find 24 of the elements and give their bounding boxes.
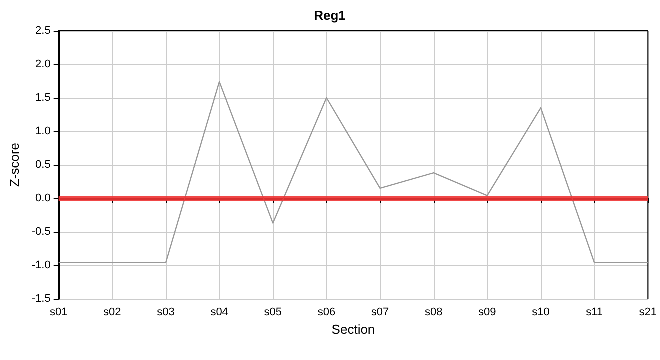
x-tick-label: s07 xyxy=(371,306,390,318)
y-tick-label: 0.5 xyxy=(36,159,51,171)
x-tick-label: s03 xyxy=(157,306,175,318)
y-tick-label: 1.5 xyxy=(36,92,51,104)
x-tick-label: s02 xyxy=(104,306,122,318)
y-tick-label: 2.5 xyxy=(36,25,51,37)
y-tick-label: -1.5 xyxy=(32,293,51,305)
y-tick-label: 2.0 xyxy=(36,58,51,70)
x-tick-label: s04 xyxy=(210,306,228,318)
y-tick-label: -0.5 xyxy=(32,226,51,238)
x-tick-label: s21 xyxy=(639,306,658,318)
x-axis-title: Section xyxy=(332,322,376,337)
y-axis-title: Z-score xyxy=(7,142,22,188)
x-tick-label: s05 xyxy=(264,306,282,318)
x-tick-label: s01 xyxy=(50,306,68,318)
y-tick-label: 0.0 xyxy=(36,192,51,204)
x-tick-label: s08 xyxy=(424,306,443,318)
chart-title: Reg1 xyxy=(314,8,346,23)
y-tick-label: -1.0 xyxy=(32,260,51,272)
x-tick-label: s09 xyxy=(478,306,496,318)
x-tick-label: s11 xyxy=(586,306,604,318)
x-tick-label: s06 xyxy=(318,306,336,318)
y-tick-label: 1.0 xyxy=(36,126,51,138)
x-tick-label: s10 xyxy=(532,306,550,318)
